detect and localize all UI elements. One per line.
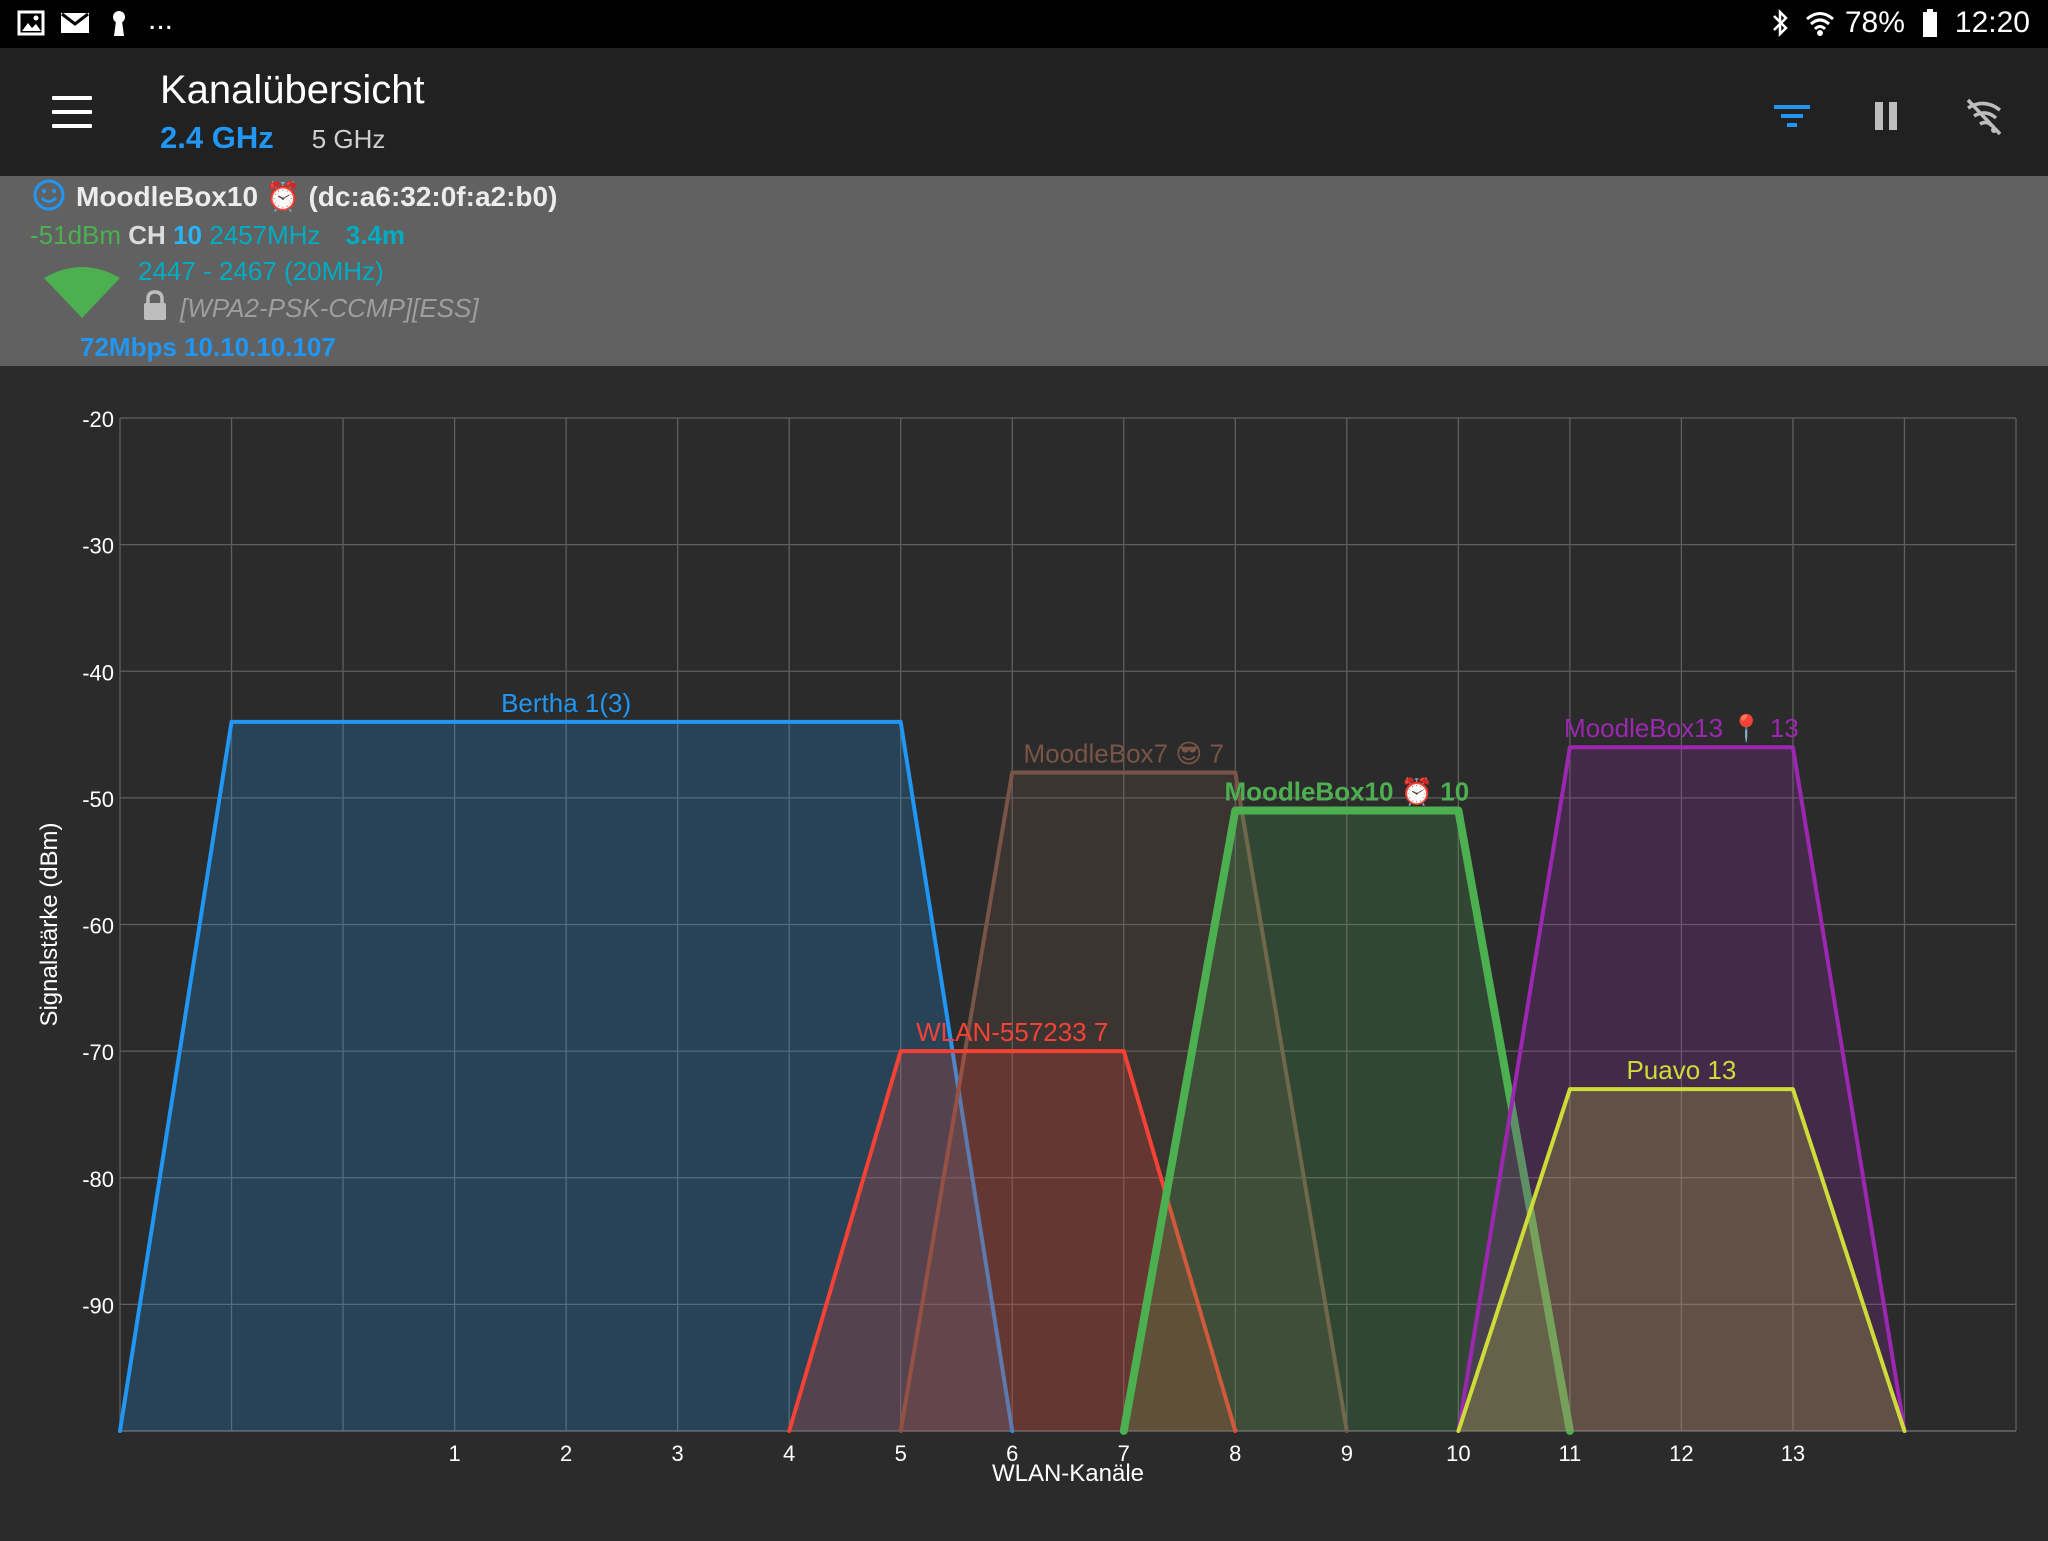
x-tick-label: 3 <box>672 1441 684 1466</box>
status-bar-right: 78% 12:20 <box>1765 6 2030 40</box>
y-tick-label: -90 <box>82 1293 114 1318</box>
x-tick-label: 6 <box>1006 1441 1018 1466</box>
battery-icon <box>1915 8 1945 38</box>
tab-5-ghz[interactable]: 5 GHz <box>311 124 386 154</box>
x-tick-label: 8 <box>1229 1441 1241 1466</box>
wifi-status-icon <box>1805 8 1835 38</box>
pause-button[interactable] <box>1858 88 1914 144</box>
series-label: Bertha 1(3) <box>501 688 631 718</box>
x-tick-label: 12 <box>1669 1441 1693 1466</box>
x-tick-label: 4 <box>783 1441 795 1466</box>
rate-ip: 72Mbps 10.10.10.107 <box>80 332 336 362</box>
page-title: Kanalübersicht <box>160 68 425 112</box>
channel-label: CH <box>128 220 166 250</box>
clock: 12:20 <box>1954 6 2030 39</box>
pause-icon <box>1875 102 1897 130</box>
app-bar: Kanalübersicht 2.4 GHz 5 GHz <box>0 48 2048 176</box>
bluetooth-icon <box>1765 8 1795 38</box>
signal-strength: -51dBm <box>30 220 122 250</box>
ssid: MoodleBox10 <box>76 181 259 212</box>
menu-icon-bar <box>52 110 92 114</box>
x-tick-label: 9 <box>1341 1441 1353 1466</box>
x-tick-label: 2 <box>560 1441 572 1466</box>
channel-number: 10 <box>173 220 202 250</box>
x-tick-label: 5 <box>895 1441 907 1466</box>
security-info: [WPA2-PSK-CCMP][ESS] <box>180 293 479 323</box>
series-label: Puavo 13 <box>1626 1055 1736 1085</box>
x-tick-label: 1 <box>448 1441 460 1466</box>
series-line <box>1119 806 1574 1435</box>
wifi-off-button[interactable] <box>1956 88 2012 144</box>
series-line <box>898 770 1349 1433</box>
channel-range: 2447 - 2467 (20MHz) <box>138 256 384 286</box>
smiley-icon <box>32 178 66 217</box>
wifi-signal-icon <box>42 262 122 325</box>
y-tick-label: -60 <box>82 914 114 939</box>
y-tick-label: -40 <box>82 660 114 685</box>
filter-icon <box>1774 105 1810 127</box>
mail-icon <box>60 8 90 38</box>
series-line <box>118 719 1015 1433</box>
series-area <box>1123 810 1570 1431</box>
battery-percent: 78% <box>1844 6 1905 39</box>
band-tabs: 2.4 GHz 5 GHz <box>160 120 385 156</box>
x-tick-label: 13 <box>1781 1441 1805 1466</box>
keyhole-icon <box>104 8 134 38</box>
channel-chart: -20 -30 -40 -50 -60 -70 -80 -90 1 2 3 4 5 6 7 8 9 10 11 12 1… <box>0 366 2048 1536</box>
menu-icon-bar <box>52 96 92 100</box>
series-area <box>900 772 1347 1431</box>
tab-2-4-ghz[interactable]: 2.4 GHz <box>160 120 274 155</box>
y-tick-label: -50 <box>82 787 114 812</box>
y-tick-label: -30 <box>82 534 114 559</box>
distance: 3.4m <box>345 220 406 250</box>
menu-button[interactable] <box>38 88 106 136</box>
connection-title: MoodleBox10 ⏰ (dc:a6:32:0f:a2:b0) <box>76 180 557 213</box>
series-area <box>120 721 1013 1431</box>
y-tick-label: -80 <box>82 1167 114 1192</box>
connection-info-panel[interactable]: MoodleBox10 ⏰ (dc:a6:32:0f:a2:b0) -51dBm… <box>0 176 2048 366</box>
filter-button[interactable] <box>1764 88 1820 144</box>
y-tick-label: -20 <box>82 407 114 432</box>
series-line <box>787 1049 1238 1433</box>
wifi-off-icon <box>1966 98 2002 136</box>
alarm-icon: ⏰ <box>265 181 301 212</box>
y-axis-title: Signalstärke (dBm) <box>36 822 63 1026</box>
x-axis-title: WLAN-Kanäle <box>992 1460 1144 1487</box>
series-area <box>789 1051 1236 1431</box>
series-line <box>1456 1087 1907 1433</box>
series-label: WLAN-557233 7 <box>916 1017 1108 1047</box>
x-tick-label: 7 <box>1118 1441 1130 1466</box>
bssid: (dc:a6:32:0f:a2:b0) <box>308 181 558 212</box>
x-tick-label: 10 <box>1446 1441 1470 1466</box>
series-line <box>1456 745 1907 1433</box>
y-tick-label: -70 <box>82 1040 114 1065</box>
status-bar-left: ... <box>16 3 174 38</box>
channel-chart-svg: -20-30-40-50-60-70-80-901 2 3 4 5 6 7 8 9 10 11 12 1… <box>36 407 2017 1487</box>
series-label: MoodleBox13 📍 13 <box>1564 713 1799 743</box>
series-label: MoodleBox10 ⏰ 10 <box>1224 776 1469 807</box>
signal-line: -51dBm CH 10 2457MHz 3.4m <box>30 220 405 251</box>
status-bar: ... 78% 12:20 <box>0 0 2048 48</box>
menu-icon-bar <box>52 124 92 128</box>
image-icon <box>16 8 46 38</box>
series-label: MoodleBox7 😎 7 <box>1023 739 1224 769</box>
series-area <box>1458 1089 1905 1431</box>
more-notifications: ... <box>148 3 174 36</box>
x-tick-label: 11 <box>1558 1441 1581 1466</box>
lock-icon <box>142 290 168 327</box>
frequency: 2457MHz <box>209 220 321 250</box>
